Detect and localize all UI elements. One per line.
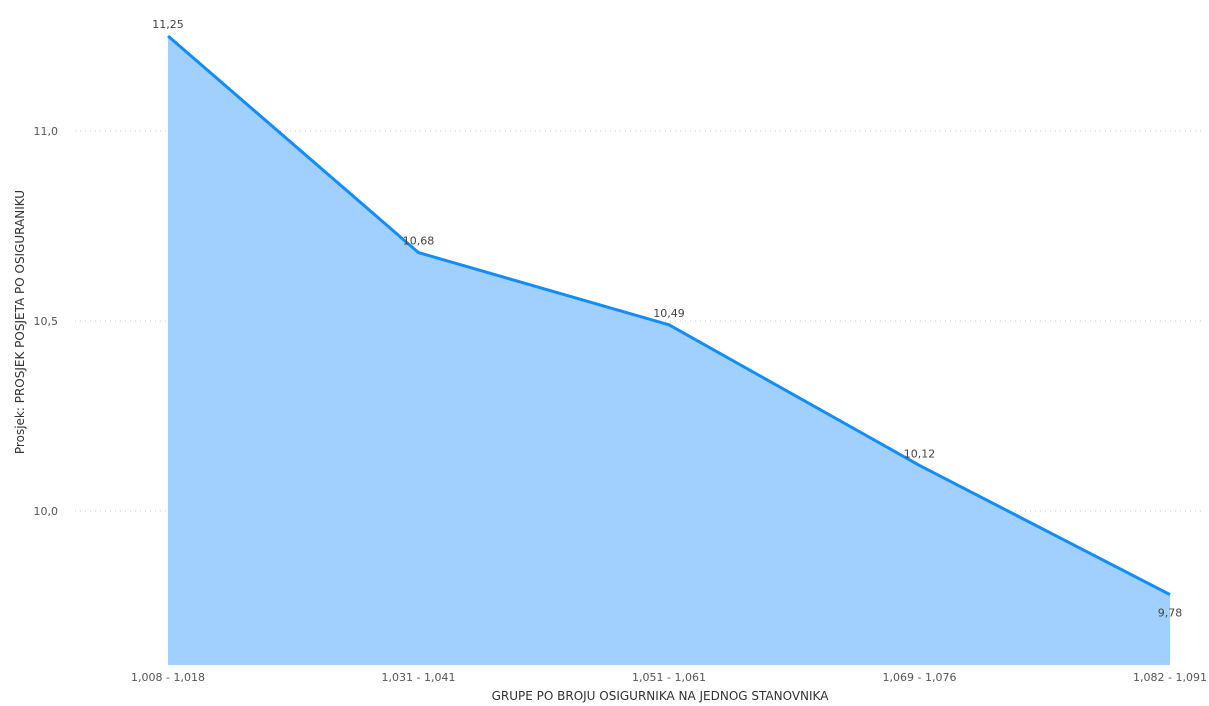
- data-label: 9,78: [1158, 607, 1183, 620]
- series-line: [167, 34, 1171, 596]
- data-label: 11,25: [152, 18, 184, 31]
- x-axis-ticks: 1,008 - 1,018 1,031 - 1,041 1,051 - 1,061 1…: [131, 671, 1207, 684]
- y-axis-ticks: 10,0 10,5 11,0: [34, 125, 59, 518]
- area-fill: [168, 36, 1170, 665]
- x-tick-label: 1,082 - 1,091: [1133, 671, 1207, 684]
- data-label: 10,12: [904, 447, 936, 460]
- y-tick-label: 10,5: [34, 315, 59, 328]
- y-tick-label: 11,0: [34, 125, 59, 138]
- x-tick-label: 1,051 - 1,061: [632, 671, 706, 684]
- x-tick-label: 1,008 - 1,018: [131, 671, 205, 684]
- data-labels: 11,25 10,68 10,49 10,12 9,78: [152, 18, 1182, 620]
- x-axis-title: GRUPE PO BROJU OSIGURNIKA NA JEDNOG STAN…: [492, 689, 830, 703]
- data-label: 10,49: [653, 307, 685, 320]
- y-tick-label: 10,0: [34, 505, 59, 518]
- x-tick-label: 1,031 - 1,041: [382, 671, 456, 684]
- data-label: 10,68: [403, 235, 435, 248]
- x-tick-label: 1,069 - 1,076: [883, 671, 957, 684]
- y-axis-title: Prosjek: PROSJEK POSJETA PO OSIGURANIKU: [13, 190, 27, 454]
